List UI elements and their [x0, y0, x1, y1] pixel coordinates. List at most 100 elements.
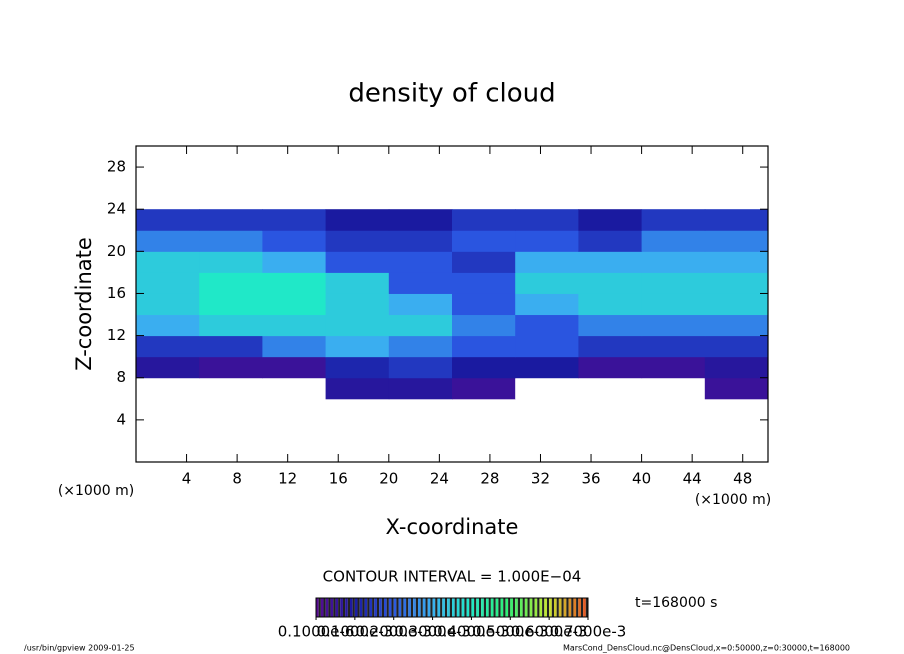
heat-cell — [325, 251, 390, 273]
colorbar-cell — [493, 598, 496, 617]
heat-cell — [641, 251, 706, 273]
heat-cell — [136, 335, 200, 358]
colorbar-cell — [386, 598, 389, 617]
x-tick-label: 4 — [182, 470, 192, 488]
colorbar-cell — [379, 598, 382, 617]
colorbar-cell — [573, 598, 577, 617]
colorbar-cell — [512, 598, 516, 617]
heat-cell — [515, 209, 579, 231]
colorbar-cell — [398, 598, 402, 617]
heat-cell — [641, 335, 706, 358]
colorbar-cell — [503, 598, 506, 617]
colorbar-cell — [345, 598, 348, 617]
colorbar-cell — [342, 598, 346, 617]
y-tick-label: 24 — [107, 200, 126, 218]
heat-cell — [452, 230, 516, 252]
heat-cell — [262, 356, 327, 379]
colorbar-cell — [529, 598, 533, 617]
colorbar-cell — [396, 598, 399, 617]
heat-cell — [136, 293, 200, 316]
colorbar-cell — [381, 598, 384, 617]
heat-cell — [262, 209, 327, 231]
heat-cell — [641, 377, 706, 400]
colorbar-cell — [444, 598, 448, 617]
heat-cell — [136, 230, 200, 252]
heat-cell — [199, 314, 263, 337]
colorbar-cell — [384, 598, 387, 617]
colorbar-cell — [566, 598, 569, 617]
heat-cell — [199, 251, 263, 273]
colorbar-tick-label: 0.2000e-3 — [355, 623, 432, 641]
heat-cell — [452, 251, 516, 273]
colorbar-cell — [558, 598, 562, 617]
colorbar-cell — [427, 598, 431, 617]
x-tick-label: 44 — [683, 470, 702, 488]
heat-cell — [388, 230, 453, 252]
heat-cell — [199, 377, 263, 400]
heat-cell — [704, 209, 769, 231]
colorbar-tick-label: 0.4000e-3 — [433, 623, 510, 641]
colorbar-cell — [522, 598, 525, 617]
y-tick-label: 28 — [107, 158, 126, 176]
heat-cell — [388, 209, 453, 231]
colorbar-cell — [338, 598, 341, 617]
chart-title: density of cloud — [348, 79, 555, 109]
colorbar-tick-label: 0.5000e-3 — [472, 623, 549, 641]
colorbar-cell — [466, 598, 470, 617]
colorbar-cell — [440, 598, 443, 617]
colorbar-cell — [335, 598, 339, 617]
heat-cell — [262, 251, 327, 273]
heat-cell — [199, 272, 263, 294]
colorbar-cell — [391, 598, 394, 617]
colorbar-cell — [561, 598, 564, 617]
colorbar-cell — [432, 598, 436, 617]
colorbar-cell — [578, 598, 581, 617]
heat-cell — [704, 272, 769, 294]
colorbar-frame — [315, 597, 589, 618]
colorbar-cell — [325, 598, 329, 617]
colorbar-cell — [478, 598, 482, 617]
x-tick-label: 24 — [430, 470, 449, 488]
colorbar-cell — [454, 598, 457, 617]
heat-cell — [452, 356, 516, 379]
heat-cell — [262, 377, 327, 400]
x-axis-label: X-coordinate — [386, 515, 519, 539]
colorbar-tick-label: 0.1000e-3 — [317, 623, 394, 641]
heat-cell — [578, 272, 643, 294]
heat-cell — [325, 272, 390, 294]
y-unit: (×1000 m) — [58, 483, 134, 499]
x-tick-label: 36 — [581, 470, 600, 488]
heat-cell — [641, 230, 706, 252]
colorbar-cell — [481, 598, 484, 617]
colorbar-cell — [408, 598, 411, 617]
heat-cell — [388, 314, 453, 337]
heat-cell — [452, 272, 516, 294]
colorbar-cell — [425, 598, 428, 617]
x-tick-label: 16 — [329, 470, 348, 488]
colorbar-cell — [413, 598, 416, 617]
heat-cell — [325, 377, 390, 400]
heat-cell — [578, 377, 643, 400]
colorbar-cell — [483, 598, 486, 617]
colorbar-cell — [490, 598, 494, 617]
colorbar-cell — [364, 598, 368, 617]
colorbar-cell — [323, 598, 326, 617]
colorbar-cell — [498, 598, 501, 617]
colorbar-cell — [367, 598, 370, 617]
colorbar-cell — [534, 598, 538, 617]
heat-cell — [704, 335, 769, 358]
colorbar-cell — [359, 598, 363, 617]
colorbar-cell — [403, 598, 407, 617]
heat-cell — [578, 293, 643, 316]
colorbar-cell — [510, 598, 513, 617]
colorbar-cell — [401, 598, 404, 617]
x-tick-label: 48 — [733, 470, 752, 488]
colorbar-cell — [524, 598, 528, 617]
colorbar-cell — [556, 598, 559, 617]
colorbar-tick-label: 0.6000e-3 — [511, 623, 588, 641]
heat-cell — [199, 356, 263, 379]
x-unit: (×1000 m) — [695, 492, 771, 508]
heat-cell — [388, 377, 453, 400]
colorbar-cell — [568, 598, 572, 617]
colorbar-cell — [549, 598, 552, 617]
